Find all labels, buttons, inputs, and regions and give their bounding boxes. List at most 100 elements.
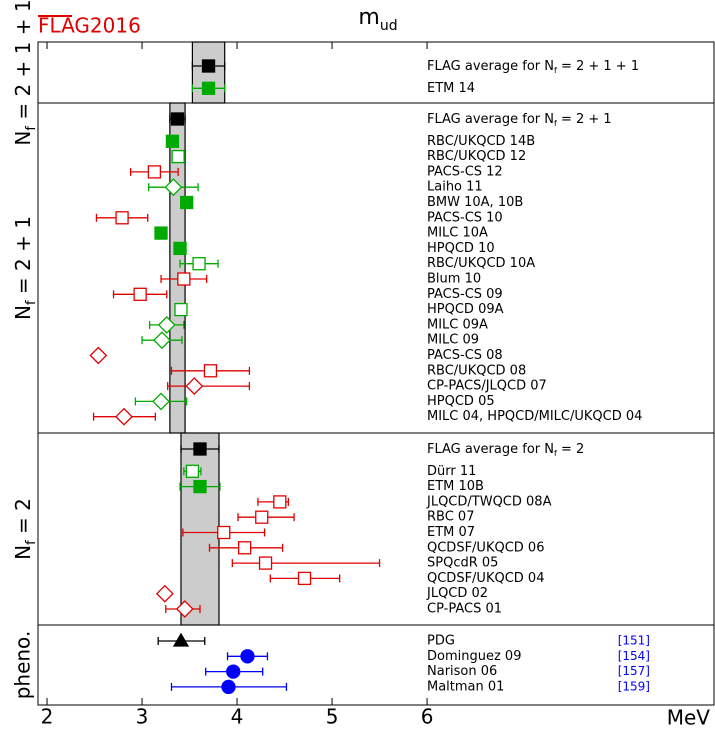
marker-square	[193, 479, 207, 494]
reference: [159]	[618, 679, 650, 693]
marker-circle	[240, 649, 255, 664]
point-label: HPQCD 09A	[427, 302, 504, 317]
x-axis-label: MeV	[667, 706, 711, 729]
marker-square	[258, 556, 273, 570]
panel-label-part: f	[24, 300, 39, 305]
marker-square	[297, 571, 312, 586]
point-label-part: f	[554, 449, 557, 458]
point-label: RBC/UKQCD 14B	[427, 134, 535, 149]
point-label-part: FLAG average for N	[427, 59, 554, 74]
point-label: RBC/UKQCD 10A	[427, 256, 535, 271]
point-label: QCDSF/UKQCD 04	[427, 571, 544, 586]
reference: [151]	[618, 634, 650, 648]
point-label-part: f	[554, 66, 557, 75]
point-label: PACS-CS 08	[427, 348, 503, 363]
marker-square	[147, 165, 162, 179]
panel-label: Nf = 2	[11, 498, 40, 560]
panel-label: Nf = 2 + 1 + 1	[11, 0, 40, 146]
marker-square	[170, 112, 185, 126]
point-label: JLQCD/TWQCD 08A	[426, 494, 552, 509]
point-label: FLAG average for Nf = 2	[427, 442, 584, 459]
average-band	[180, 432, 220, 626]
point-label-part: = 2 + 1	[557, 112, 612, 127]
chart-title: mud	[358, 5, 397, 34]
point-label: HPQCD 05	[427, 394, 495, 409]
point-label: ETM 10B	[427, 479, 484, 494]
chart-title-part: m	[358, 5, 379, 30]
marker-square	[177, 272, 191, 286]
marker-square	[201, 81, 216, 95]
marker-square	[115, 211, 129, 225]
logo: FLAG2016	[38, 14, 141, 38]
panel-label-part: N	[11, 131, 35, 146]
point-label: ETM 14	[427, 81, 475, 96]
panel-label-part: = 2 + 1 + 1	[11, 0, 35, 126]
marker-square	[154, 226, 168, 240]
point-label: MILC 04, HPQCD/MILC/UKQCD 04	[427, 409, 642, 424]
point-label: MILC 09A	[427, 317, 488, 332]
marker-square	[165, 134, 180, 148]
reference: [154]	[618, 649, 650, 663]
marker-circle	[226, 664, 241, 679]
marker-diamond	[157, 315, 176, 334]
x-tick-label: 2	[41, 705, 54, 729]
marker-square	[185, 464, 200, 478]
point-label: FLAG average for Nf = 2 + 1 + 1	[427, 59, 639, 76]
point-label-part: = 2 + 1 + 1	[557, 59, 639, 74]
point-label: HPQCD 10	[427, 241, 495, 256]
point-label: CP-PACS 01	[427, 602, 502, 617]
marker-diamond	[115, 407, 133, 426]
point-label: PDG	[427, 634, 455, 649]
point-label: QCDSF/UKQCD 06	[427, 540, 544, 555]
marker-square	[203, 364, 218, 378]
chart-title-part: ud	[380, 18, 398, 34]
point-label: Laiho 11	[427, 180, 483, 195]
point-label: MILC 10A	[427, 226, 488, 241]
point-label-part: FLAG average for N	[427, 112, 554, 127]
marker-square	[255, 510, 269, 524]
marker-diamond	[153, 331, 171, 350]
x-tick-label: 5	[326, 705, 339, 729]
panel-label: Nf = 2 + 1	[11, 216, 40, 320]
panel-label-part: f	[24, 126, 39, 131]
marker-square	[192, 257, 206, 271]
x-tick-label: 4	[231, 705, 244, 729]
point-label-part: FLAG average for N	[427, 442, 554, 457]
marker-diamond	[164, 178, 183, 197]
marker-diamond	[175, 600, 194, 618]
point-label: Dominguez 09	[427, 649, 521, 664]
marker-square	[171, 149, 185, 164]
panel-frame	[37, 432, 715, 626]
marker-square	[201, 59, 216, 73]
reference: [157]	[618, 664, 650, 678]
point-label: PACS-CS 10	[427, 210, 503, 225]
point-label: RBC 07	[427, 510, 474, 525]
point-label: Narison 06	[427, 664, 497, 679]
marker-square	[237, 541, 252, 555]
marker-diamond	[152, 392, 170, 411]
marker-square	[173, 241, 187, 256]
x-tick-label: 6	[421, 705, 434, 729]
marker-diamond	[185, 377, 204, 396]
point-label: Blum 10	[427, 272, 481, 287]
marker-triangle	[172, 632, 190, 647]
marker-square	[174, 302, 188, 317]
marker-circle	[221, 679, 236, 695]
panel-frame	[37, 624, 715, 706]
panel-label-part: f	[24, 540, 39, 545]
point-label-part: = 2	[557, 442, 584, 457]
x-tick-label: 3	[136, 705, 149, 729]
point-label: Dürr 11	[427, 464, 476, 479]
point-label: JLQCD 02	[426, 586, 488, 601]
panel-frame	[37, 102, 715, 434]
marker-square	[180, 195, 194, 210]
point-label: BMW 10A, 10B	[427, 195, 523, 210]
point-label: PACS-CS 12	[427, 164, 503, 179]
point-label-part: f	[554, 119, 557, 128]
point-label: RBC/UKQCD 12	[427, 149, 526, 164]
point-label: CP-PACS/JLQCD 07	[427, 379, 547, 394]
marker-square	[273, 495, 287, 509]
panel-label-part: N	[11, 545, 35, 560]
marker-diamond	[155, 584, 174, 603]
